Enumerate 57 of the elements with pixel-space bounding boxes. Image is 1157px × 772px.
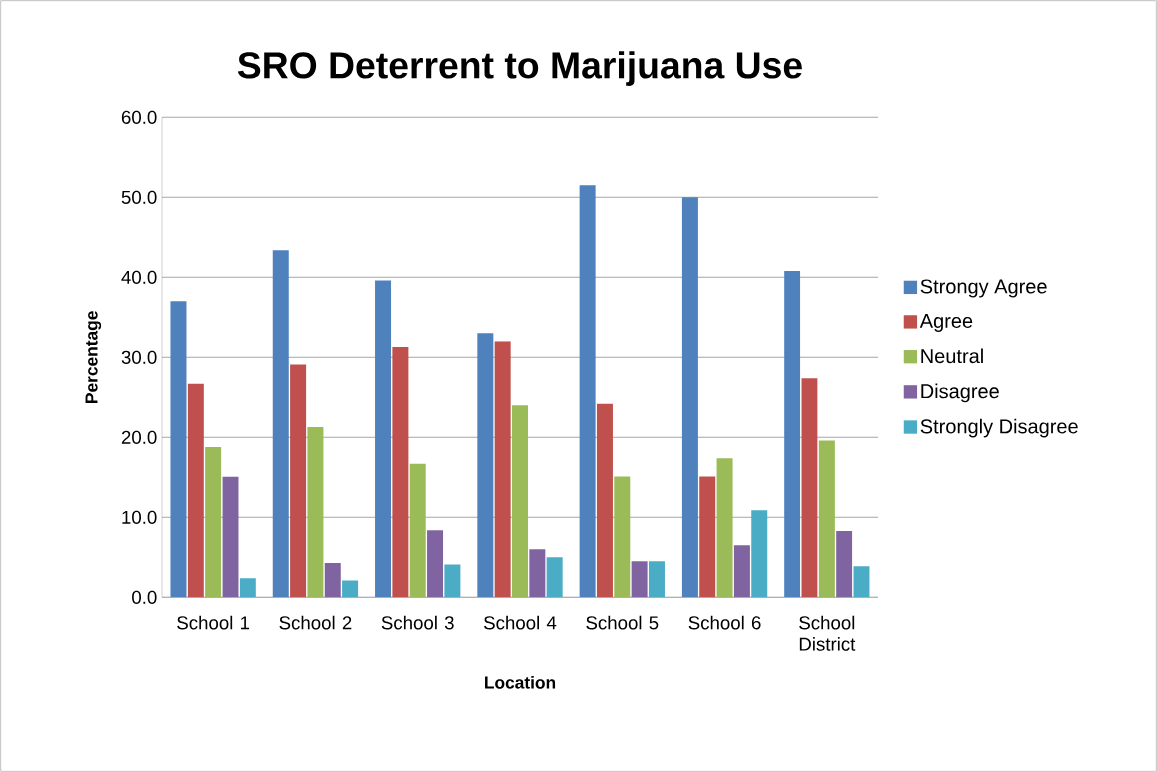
y-axis-title: Percentage: [85, 311, 102, 403]
bar: [409, 463, 426, 598]
x-tick-label: School 4: [484, 615, 557, 630]
x-tick-label: School 3: [381, 615, 454, 630]
y-tick-label: 60.0: [121, 110, 157, 124]
bar: [512, 405, 528, 598]
bar: [853, 566, 870, 598]
x-tick-label: School 5: [586, 615, 659, 630]
bar: [648, 561, 665, 598]
bar: [546, 557, 563, 598]
x-tick-label: School District: [799, 615, 856, 651]
y-tick-label: 40.0: [121, 270, 157, 284]
bar: [699, 476, 716, 598]
legend-label: Strongly Disagree: [920, 418, 1078, 438]
legend-label: Disagree: [921, 383, 999, 403]
bar: [681, 197, 698, 598]
bar: [579, 185, 596, 598]
bar: [529, 549, 546, 598]
bar: [801, 378, 818, 598]
chart-title: SRO Deterrent to Marijuana Use: [237, 51, 802, 86]
bar: [205, 446, 222, 598]
x-tick-label: School 2: [279, 615, 352, 630]
bar: [324, 562, 341, 598]
bar: [716, 458, 733, 598]
bar: [751, 510, 768, 598]
bar: [444, 564, 461, 598]
x-tick-label: School 6: [688, 615, 761, 630]
bar: [272, 250, 289, 598]
bar: [290, 364, 307, 598]
bar: [187, 383, 204, 598]
bar: [614, 476, 631, 598]
bar: [477, 333, 494, 598]
bar: [596, 403, 613, 598]
bar: [392, 346, 409, 598]
bar: [784, 270, 801, 598]
bar: [733, 545, 750, 598]
y-tick-label: 50.0: [121, 190, 157, 204]
bar: [427, 530, 444, 598]
legend-label: Strongy Agree: [920, 279, 1047, 298]
x-tick-label: School 1: [177, 615, 250, 630]
bar: [631, 561, 648, 598]
bar: [342, 580, 359, 598]
bar: [307, 426, 324, 598]
y-tick-label: 10.0: [122, 510, 157, 524]
y-tick-label: 30.0: [121, 350, 157, 364]
y-tick-label: 20.0: [121, 430, 157, 444]
legend-label: Neutral: [921, 348, 983, 364]
bar: [222, 476, 239, 598]
bar: [836, 530, 853, 598]
x-axis-title: Location: [485, 675, 556, 689]
y-tick-label: 0.0: [132, 590, 157, 604]
legend-label: Agree: [919, 314, 973, 332]
bar: [239, 578, 256, 598]
bar: [375, 280, 392, 598]
bar: [818, 440, 835, 598]
bar: [170, 301, 187, 598]
bar: [494, 341, 511, 598]
